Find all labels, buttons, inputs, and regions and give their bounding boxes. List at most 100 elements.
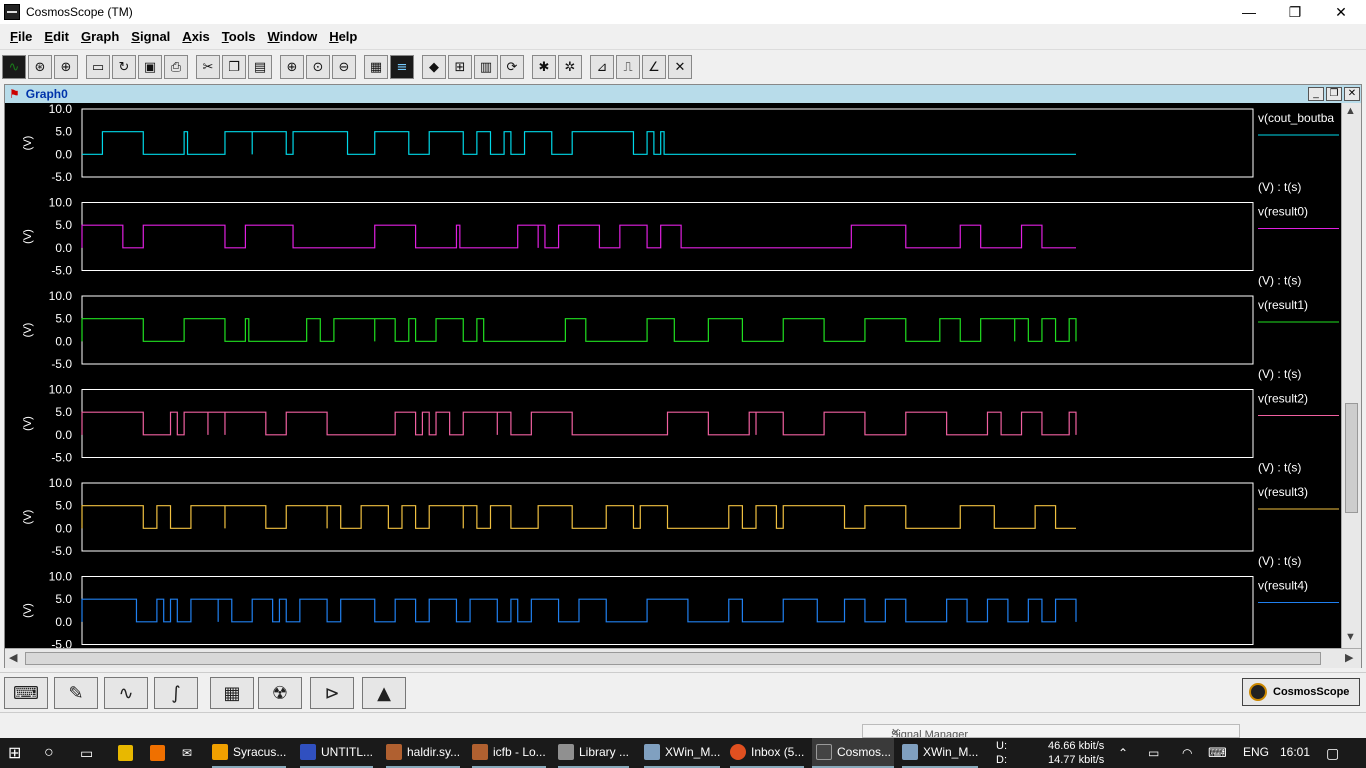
paste-icon[interactable]: ▤ [248, 55, 272, 79]
file-explorer-icon[interactable] [118, 738, 138, 768]
grid-icon[interactable]: ⊞ [448, 55, 472, 79]
taskbar-item-label: Library ... [579, 745, 630, 759]
taskbar-item[interactable]: UNTITL... [300, 738, 374, 768]
vertical-scrollbar[interactable]: ▲ ▼ [1341, 103, 1361, 648]
color-bars-icon[interactable]: ≡ [390, 55, 414, 79]
bars-icon[interactable]: ▥ [474, 55, 498, 79]
cosmosscope-logo-icon [1249, 683, 1267, 701]
graph-title: Graph0 [25, 87, 68, 101]
scroll-left-icon[interactable]: ◀ [9, 652, 18, 664]
menu-tools[interactable]: Tools [221, 29, 256, 44]
copy-icon[interactable]: ❐ [222, 55, 246, 79]
taskbar: ⊞ ○ ▭ ✉ Syracus... UNTITL... haldir.sy..… [0, 738, 1366, 768]
taskbar-item[interactable]: XWin_M... [644, 738, 721, 768]
taskbar-item[interactable]: XWin_M... [902, 738, 979, 768]
keyboard-icon[interactable]: ⌨ [4, 677, 48, 709]
search-icon[interactable]: ○ [44, 744, 54, 761]
graph-close-button[interactable]: ✕ [1344, 87, 1360, 101]
clock[interactable]: 16:01 [1280, 745, 1311, 759]
cosmosscope-brand[interactable]: CosmosScope [1242, 678, 1360, 706]
taskbar-item[interactable]: Library ... [558, 738, 630, 768]
save-icon[interactable]: ▣ [138, 55, 162, 79]
scroll-down-icon[interactable]: ▼ [1345, 631, 1356, 643]
measure-pulse-icon[interactable]: ⎍ [616, 55, 640, 79]
keyboard-tray-icon[interactable]: ⌨ [1208, 745, 1227, 760]
taskbar-item[interactable]: haldir.sy... [386, 738, 461, 768]
taskbar-item[interactable]: Syracus... [212, 738, 287, 768]
mail-icon[interactable]: ✉ [182, 746, 193, 760]
waveform-trace [81, 224, 1076, 249]
menu-axis[interactable]: Axis [182, 29, 210, 44]
taskbar-item[interactable]: icfb - Lo... [472, 738, 546, 768]
zoom-circle-icon[interactable]: ⊛ [28, 55, 52, 79]
language-indicator[interactable]: ENG [1243, 745, 1270, 759]
battery-icon[interactable]: ▭ [1148, 746, 1160, 760]
y-tick-label: 10.0 [49, 476, 73, 490]
horizontal-scroll-thumb[interactable] [25, 652, 1321, 665]
close-button[interactable]: ✕ [1335, 3, 1347, 20]
vertical-scroll-thumb[interactable] [1345, 403, 1358, 513]
minimize-button[interactable]: — [1242, 4, 1256, 20]
signal-manager-window[interactable]: Signal Manager ✕ [862, 724, 1240, 738]
signal-manager-close-icon[interactable]: ✕ [891, 727, 901, 738]
scroll-right-icon[interactable]: ▶ [1345, 652, 1354, 664]
y-tick-label: 5.0 [55, 125, 72, 139]
reload-icon[interactable]: ↻ [112, 55, 136, 79]
taskbar-item[interactable]: Cosmos... [812, 738, 894, 768]
refresh-icon[interactable]: ⟳ [500, 55, 524, 79]
taskbar-item[interactable]: Inbox (5... [730, 738, 805, 768]
curve-icon[interactable]: ∫ [154, 677, 198, 709]
chevron-up-icon[interactable]: ⌃ [1118, 746, 1129, 760]
x-unit-label: (V) : t(s) [1258, 180, 1301, 194]
wifi-icon[interactable]: ◠ [1182, 746, 1193, 760]
cut-icon[interactable]: ✂ [196, 55, 220, 79]
scroll-up-icon[interactable]: ▲ [1345, 105, 1356, 117]
graph-minimize-button[interactable]: _ [1308, 87, 1324, 101]
y-tick-label: 5.0 [55, 499, 72, 513]
matlab-icon[interactable]: ▲ [362, 677, 406, 709]
task-view-icon[interactable]: ▭ [80, 744, 94, 761]
stack-icon[interactable]: ▦ [364, 55, 388, 79]
open-folder-icon[interactable]: ▭ [86, 55, 110, 79]
circuit-icon[interactable]: ⊳ [310, 677, 354, 709]
y-tick-label: 10.0 [49, 196, 73, 210]
graph-titlebar: ⚑ Graph0 _ ❐ ✕ [5, 85, 1361, 103]
radiation-icon[interactable]: ☢ [258, 677, 302, 709]
calculator-icon[interactable]: ▦ [210, 677, 254, 709]
bug2-icon[interactable]: ✲ [558, 55, 582, 79]
menu-graph[interactable]: Graph [80, 29, 120, 44]
horizontal-scrollbar[interactable]: ◀ ▶ [5, 648, 1361, 668]
menu-help[interactable]: Help [329, 29, 358, 44]
zoom-in-icon[interactable]: ⊕ [280, 55, 304, 79]
menu-edit[interactable]: Edit [44, 29, 69, 44]
scope-icon[interactable]: ∿ [104, 677, 148, 709]
bug-icon[interactable]: ✱ [532, 55, 556, 79]
diamond-icon[interactable]: ◆ [422, 55, 446, 79]
x-unit-label: (V) : t(s) [1258, 461, 1301, 475]
y-tick-label: 10.0 [49, 289, 73, 303]
window-title: CosmosScope (TM) [26, 5, 133, 19]
signal-name-label: v(result0) [1258, 205, 1308, 219]
plot-area[interactable]: 10.0 5.0 0.0 -5.0 (V) v(cout_boutba (V) : t(s)… [5, 103, 1341, 648]
target-icon[interactable]: ⊕ [54, 55, 78, 79]
start-icon[interactable]: ⊞ [8, 745, 22, 762]
measure-cross-icon[interactable]: ✕ [668, 55, 692, 79]
bottom-tool-strip: ⌨ ✎ ∿ ∫ ▦ ☢ ⊳ ▲ [0, 672, 1366, 712]
measure-rise-icon[interactable]: ⊿ [590, 55, 614, 79]
taskbar-item-label: haldir.sy... [407, 745, 461, 759]
signal-manager-title: Signal Manager [891, 729, 969, 738]
notification-icon[interactable]: ▢ [1326, 744, 1340, 761]
menu-file[interactable]: File [10, 29, 33, 44]
menu-window[interactable]: Window [267, 29, 318, 44]
annotate-icon[interactable]: ✎ [54, 677, 98, 709]
zoom-out-icon[interactable]: ⊖ [332, 55, 356, 79]
menu-signal[interactable]: Signal [131, 29, 171, 44]
print-icon[interactable]: ⎙ [164, 55, 188, 79]
graph-restore-button[interactable]: ❐ [1326, 87, 1342, 101]
waveform-icon[interactable]: ∿ [2, 55, 26, 79]
measure-slope-icon[interactable]: ∠ [642, 55, 666, 79]
waveform-trace [81, 598, 1077, 623]
media-player-icon[interactable] [150, 738, 170, 768]
zoom-fit-icon[interactable]: ⊙ [306, 55, 330, 79]
maximize-button[interactable]: ❐ [1288, 3, 1302, 20]
